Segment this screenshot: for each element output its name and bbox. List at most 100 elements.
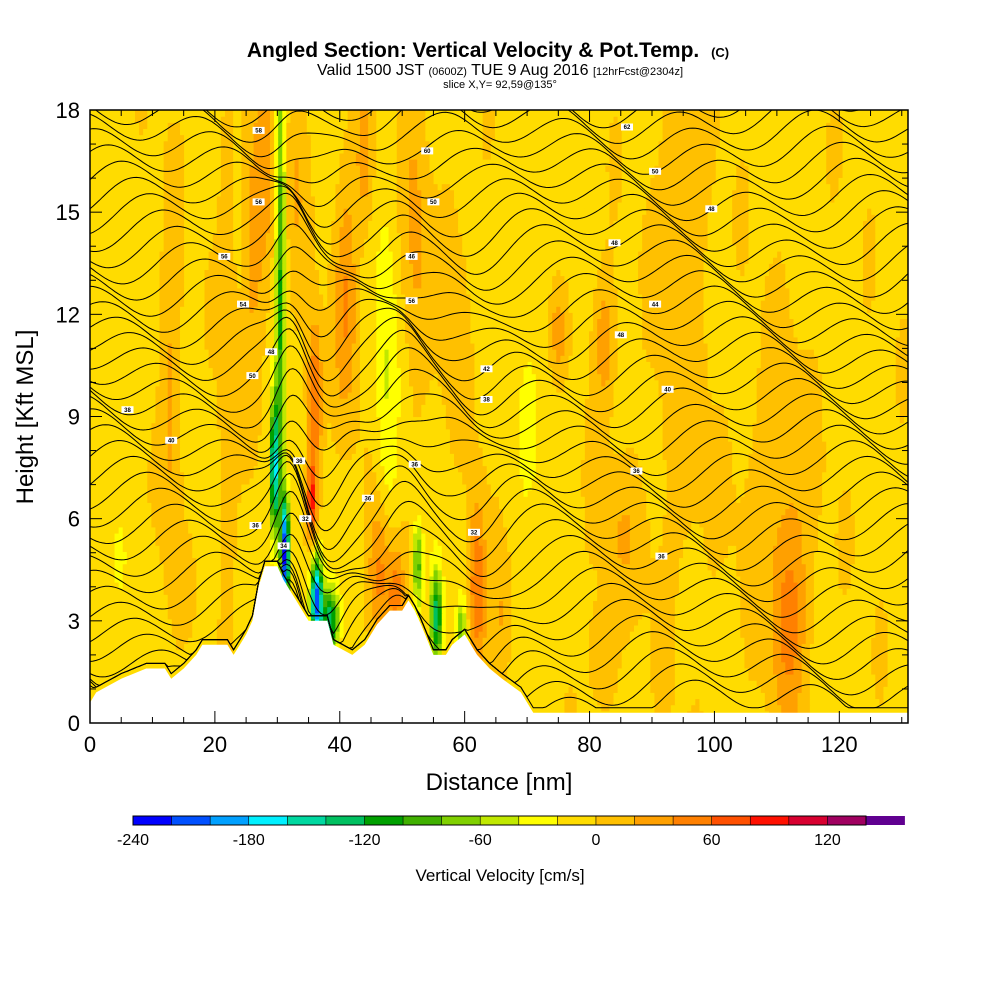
w-cell <box>499 643 504 651</box>
w-cell <box>863 606 868 614</box>
w-cell <box>793 582 799 589</box>
w-cell <box>834 667 840 675</box>
w-cell <box>740 661 745 669</box>
w-cell <box>531 680 537 687</box>
w-cell <box>691 600 696 608</box>
w-cell <box>425 600 431 608</box>
w-cell <box>212 618 218 626</box>
w-cell <box>785 600 790 608</box>
w-cell <box>903 692 908 700</box>
w-cell <box>351 618 357 626</box>
w-cell <box>535 588 541 595</box>
w-cell <box>818 600 823 608</box>
w-cell <box>740 692 745 700</box>
w-cell <box>110 661 116 669</box>
w-cell <box>580 588 586 595</box>
w-cell <box>883 582 889 589</box>
w-cell <box>106 631 112 638</box>
w-cell <box>143 661 148 669</box>
w-cell <box>208 631 214 638</box>
w-cell <box>110 582 116 589</box>
w-cell <box>134 606 140 614</box>
w-cell <box>773 698 778 706</box>
w-cell <box>609 594 615 601</box>
w-cell <box>613 594 619 601</box>
w-cell <box>744 649 750 657</box>
w-cell <box>658 600 664 608</box>
w-cell <box>429 631 435 638</box>
w-cell <box>678 643 684 651</box>
w-cell <box>854 692 860 700</box>
w-cell <box>257 569 263 577</box>
w-cell <box>822 649 827 657</box>
w-cell <box>359 637 365 644</box>
w-cell <box>613 631 619 638</box>
w-cell <box>523 569 529 577</box>
w-cell <box>167 624 173 632</box>
w-cell <box>674 680 680 687</box>
w-cell <box>507 643 512 651</box>
w-cell <box>147 600 152 608</box>
w-cell <box>687 680 692 687</box>
w-cell <box>797 692 803 700</box>
w-cell <box>90 643 95 651</box>
w-cell <box>466 582 471 589</box>
w-cell <box>556 612 561 620</box>
w-cell <box>490 588 496 595</box>
w-cell <box>850 655 856 663</box>
w-cell <box>867 686 872 693</box>
w-cell <box>785 582 790 589</box>
w-cell <box>789 612 795 620</box>
w-cell <box>433 612 439 620</box>
w-cell <box>719 686 725 693</box>
w-cell <box>773 655 778 663</box>
w-cell <box>605 582 611 589</box>
w-cell <box>601 575 606 583</box>
w-cell <box>114 631 120 638</box>
w-cell <box>748 643 754 651</box>
w-cell <box>703 704 709 712</box>
w-cell <box>887 637 893 644</box>
w-cell <box>421 588 426 595</box>
w-cell <box>171 569 177 577</box>
w-cell <box>139 594 144 601</box>
w-cell <box>826 680 831 687</box>
w-cell <box>478 594 484 601</box>
w-cell <box>441 643 447 651</box>
w-cell <box>572 618 578 626</box>
w-cell <box>666 661 672 669</box>
w-cell <box>102 624 107 632</box>
w-cell <box>723 612 729 620</box>
w-cell <box>347 643 353 651</box>
w-cell <box>535 680 541 687</box>
w-cell <box>875 618 880 626</box>
w-cell <box>605 612 611 620</box>
w-cell <box>184 600 189 608</box>
w-cell <box>445 575 451 583</box>
w-cell <box>552 594 557 601</box>
w-cell <box>584 655 590 663</box>
w-cell <box>102 655 107 663</box>
w-cell <box>703 649 709 657</box>
w-cell <box>768 661 774 669</box>
w-cell <box>842 612 848 620</box>
w-cell <box>535 643 541 651</box>
w-cell <box>470 637 476 644</box>
w-cell <box>339 624 345 632</box>
w-cell <box>499 600 504 608</box>
w-cell <box>597 692 602 700</box>
w-cell <box>143 655 148 663</box>
w-cell <box>507 594 512 601</box>
w-cell <box>130 606 136 614</box>
w-cell <box>903 612 908 620</box>
w-cell <box>478 637 484 644</box>
w-cell <box>539 661 545 669</box>
w-cell <box>781 637 786 644</box>
w-cell <box>740 673 745 681</box>
w-cell <box>674 631 680 638</box>
w-cell <box>364 624 369 632</box>
w-cell <box>687 606 692 614</box>
w-cell <box>736 569 741 577</box>
w-cell <box>511 588 516 595</box>
w-cell <box>433 606 439 614</box>
